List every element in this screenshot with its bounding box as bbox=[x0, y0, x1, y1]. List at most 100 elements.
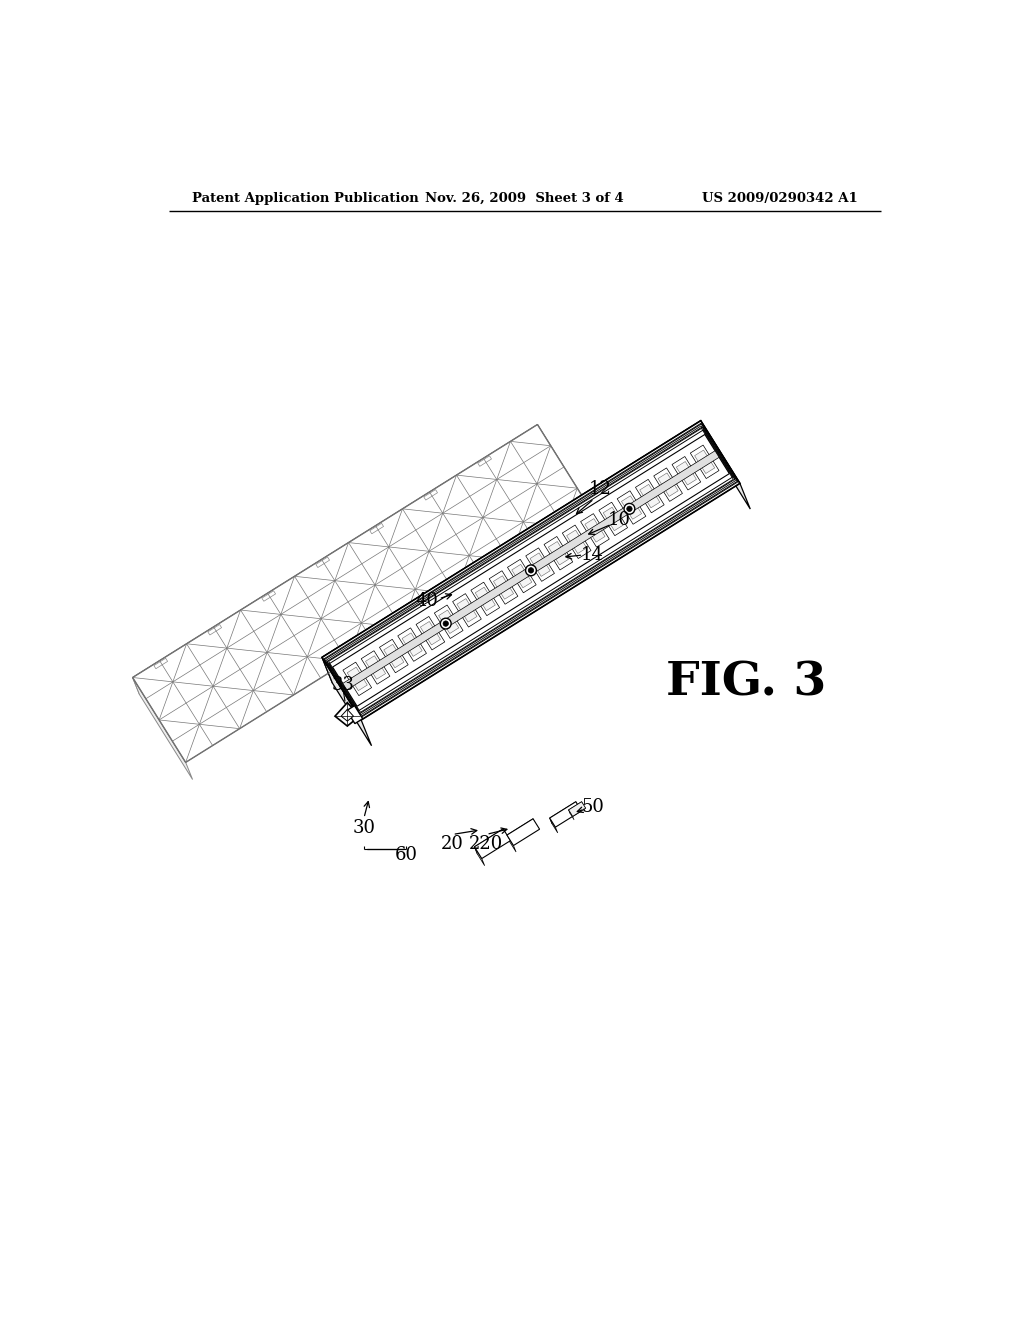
Polygon shape bbox=[327, 426, 735, 715]
Polygon shape bbox=[322, 657, 372, 746]
Text: 14: 14 bbox=[582, 546, 604, 564]
Circle shape bbox=[443, 620, 449, 626]
Polygon shape bbox=[690, 445, 719, 479]
Polygon shape bbox=[208, 624, 221, 635]
Polygon shape bbox=[343, 451, 719, 690]
Text: 20: 20 bbox=[441, 834, 464, 853]
Text: 220: 220 bbox=[469, 834, 504, 853]
Polygon shape bbox=[478, 455, 492, 466]
Polygon shape bbox=[322, 421, 711, 682]
Polygon shape bbox=[507, 818, 536, 842]
Polygon shape bbox=[489, 570, 518, 605]
Polygon shape bbox=[416, 616, 444, 649]
Polygon shape bbox=[397, 628, 426, 661]
Polygon shape bbox=[566, 531, 587, 553]
Polygon shape bbox=[370, 523, 384, 536]
Polygon shape bbox=[508, 560, 537, 593]
Polygon shape bbox=[347, 706, 362, 723]
Polygon shape bbox=[424, 490, 438, 503]
Polygon shape bbox=[154, 659, 168, 672]
Polygon shape bbox=[471, 582, 500, 615]
Polygon shape bbox=[478, 455, 492, 469]
Text: 33: 33 bbox=[332, 676, 355, 694]
Polygon shape bbox=[380, 639, 409, 673]
Polygon shape bbox=[568, 810, 574, 820]
Polygon shape bbox=[585, 519, 605, 543]
Polygon shape bbox=[550, 801, 582, 828]
Polygon shape bbox=[507, 836, 516, 851]
Circle shape bbox=[440, 618, 452, 630]
Polygon shape bbox=[361, 651, 390, 684]
Polygon shape bbox=[262, 591, 275, 603]
Polygon shape bbox=[636, 479, 665, 512]
Polygon shape bbox=[538, 425, 597, 527]
Polygon shape bbox=[133, 425, 591, 763]
Circle shape bbox=[624, 503, 635, 515]
Text: 10: 10 bbox=[608, 511, 631, 529]
Polygon shape bbox=[603, 507, 624, 531]
Polygon shape bbox=[494, 576, 514, 599]
Text: 12: 12 bbox=[589, 480, 611, 499]
Polygon shape bbox=[530, 553, 550, 577]
Polygon shape bbox=[550, 801, 579, 824]
Polygon shape bbox=[544, 536, 572, 570]
Polygon shape bbox=[672, 457, 700, 490]
Polygon shape bbox=[370, 523, 384, 533]
Text: 30: 30 bbox=[352, 820, 376, 837]
Polygon shape bbox=[384, 644, 403, 668]
Polygon shape bbox=[700, 421, 751, 510]
Polygon shape bbox=[322, 421, 740, 719]
Polygon shape bbox=[599, 502, 628, 536]
Polygon shape bbox=[315, 557, 330, 568]
Polygon shape bbox=[343, 663, 372, 696]
Text: 40: 40 bbox=[416, 593, 438, 610]
Polygon shape bbox=[525, 548, 554, 581]
Polygon shape bbox=[568, 801, 583, 813]
Text: US 2009/0290342 A1: US 2009/0290342 A1 bbox=[701, 191, 857, 205]
Circle shape bbox=[627, 506, 632, 512]
Text: Nov. 26, 2009  Sheet 3 of 4: Nov. 26, 2009 Sheet 3 of 4 bbox=[425, 191, 625, 205]
Polygon shape bbox=[329, 429, 733, 713]
Polygon shape bbox=[262, 591, 275, 602]
Polygon shape bbox=[333, 434, 729, 706]
Polygon shape bbox=[325, 424, 737, 718]
Polygon shape bbox=[420, 622, 440, 645]
Polygon shape bbox=[133, 677, 193, 780]
Polygon shape bbox=[335, 702, 359, 726]
Polygon shape bbox=[474, 829, 511, 858]
Polygon shape bbox=[424, 490, 437, 500]
Text: FIG. 3: FIG. 3 bbox=[667, 659, 826, 705]
Polygon shape bbox=[568, 801, 586, 816]
Polygon shape bbox=[617, 491, 646, 524]
Polygon shape bbox=[315, 557, 330, 570]
Polygon shape bbox=[341, 709, 353, 721]
Polygon shape bbox=[347, 667, 368, 690]
Polygon shape bbox=[550, 818, 558, 833]
Polygon shape bbox=[453, 594, 481, 627]
Polygon shape bbox=[474, 829, 506, 854]
Text: 50: 50 bbox=[582, 797, 604, 816]
Polygon shape bbox=[366, 656, 386, 680]
Polygon shape bbox=[512, 565, 531, 587]
Polygon shape bbox=[676, 462, 696, 484]
Polygon shape bbox=[154, 659, 168, 669]
Polygon shape bbox=[208, 624, 222, 638]
Polygon shape bbox=[133, 425, 545, 694]
Polygon shape bbox=[658, 473, 678, 496]
Polygon shape bbox=[475, 587, 496, 611]
Polygon shape bbox=[507, 818, 540, 846]
Polygon shape bbox=[622, 496, 642, 519]
Polygon shape bbox=[474, 847, 484, 866]
Polygon shape bbox=[457, 599, 477, 622]
Polygon shape bbox=[640, 484, 659, 508]
Circle shape bbox=[525, 565, 537, 576]
Text: 60: 60 bbox=[394, 846, 418, 865]
Polygon shape bbox=[548, 541, 568, 565]
Polygon shape bbox=[653, 467, 682, 502]
Polygon shape bbox=[694, 450, 715, 474]
Polygon shape bbox=[434, 605, 463, 639]
Polygon shape bbox=[402, 632, 422, 656]
Polygon shape bbox=[438, 610, 459, 634]
Circle shape bbox=[528, 568, 534, 573]
Polygon shape bbox=[581, 513, 609, 546]
